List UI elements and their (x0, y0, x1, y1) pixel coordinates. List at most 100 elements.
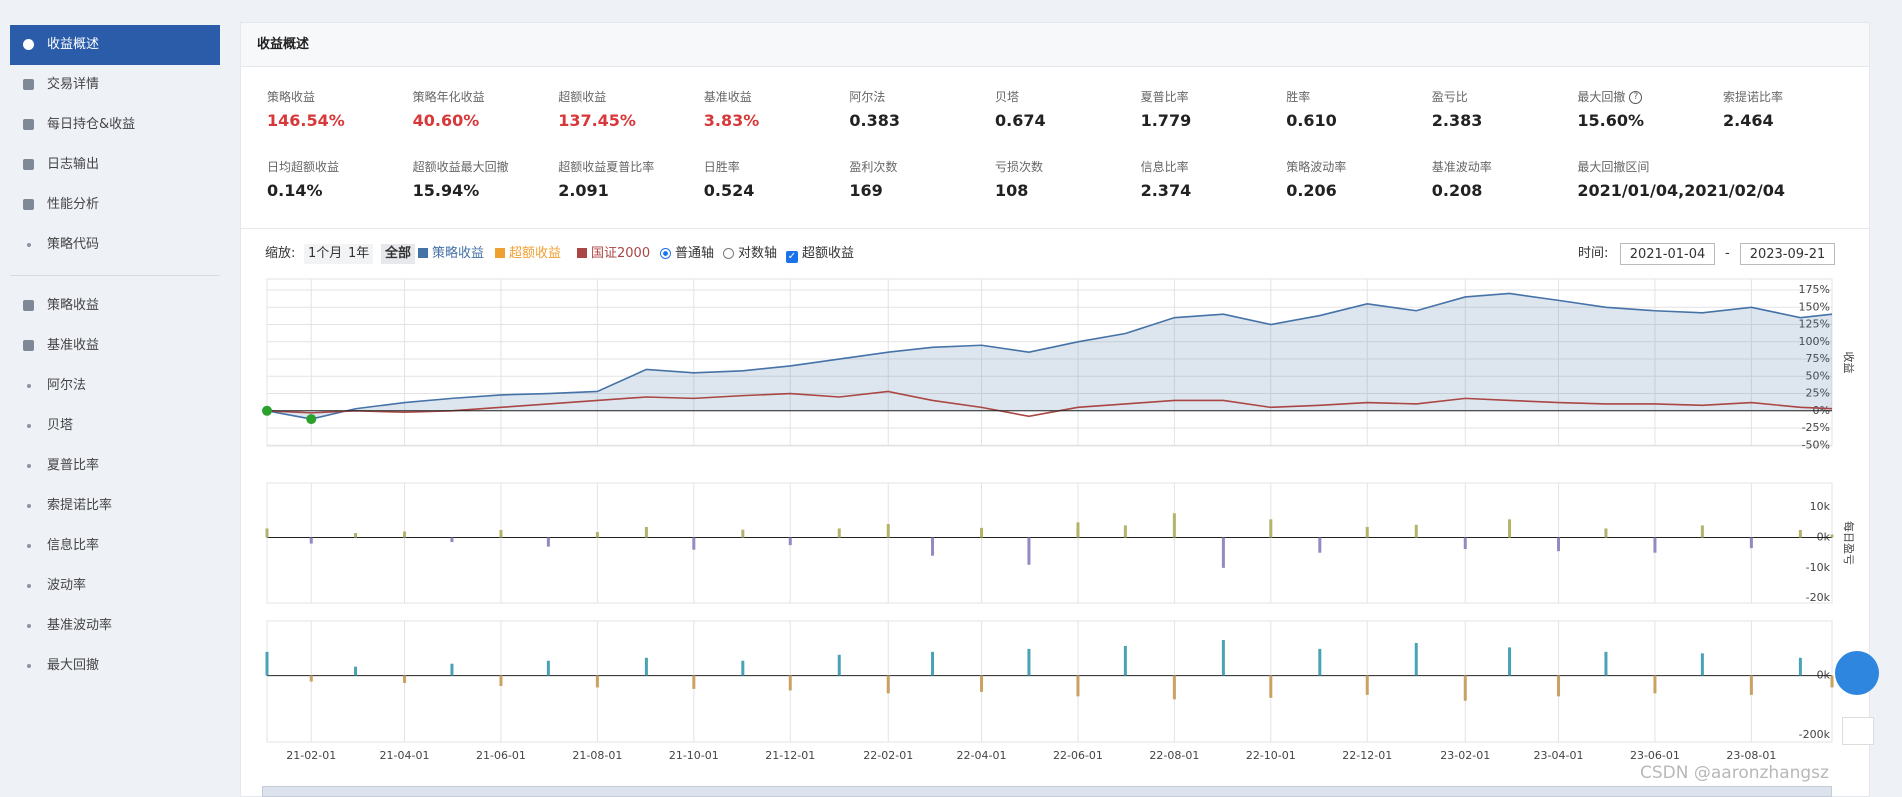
sidebar-item[interactable]: 策略代码 (10, 225, 220, 265)
metric-value: 0.383 (849, 111, 900, 130)
x-tick-label: 22-10-01 (1246, 749, 1296, 762)
sidebar-divider (10, 275, 220, 276)
sidebar-item[interactable]: 阿尔法 (10, 366, 220, 406)
sidebar-item[interactable]: 每日持仓&收益 (10, 105, 220, 145)
plot-area (266, 482, 1833, 604)
bar (1508, 647, 1512, 676)
bar (931, 537, 935, 556)
bar (1798, 657, 1802, 676)
help-icon: ? (1629, 91, 1643, 104)
item-text: 最大回撤 (47, 658, 100, 673)
bar (1221, 639, 1225, 676)
bar (788, 675, 792, 691)
sidebar-item[interactable]: 收益概述 (10, 25, 220, 65)
drawdown-point (262, 405, 272, 416)
bar (309, 675, 313, 682)
metric-label-text: 策略收益 (267, 90, 316, 104)
list-button[interactable] (1842, 717, 1874, 745)
bar (1365, 526, 1369, 538)
item-text: 策略代码 (47, 237, 100, 252)
metric-value: 137.45% (558, 111, 636, 130)
sidebar-item[interactable]: 基准收益 (10, 326, 220, 366)
y-tick-label: 100% (1799, 335, 1830, 348)
series-line (266, 390, 1833, 418)
metric-label: 基准波动率 (1432, 158, 1492, 175)
axis-radio[interactable]: 对数轴 (723, 244, 777, 264)
bar (1830, 534, 1834, 538)
sidebar-item[interactable]: 贝塔 (10, 406, 220, 446)
sidebar-item[interactable]: 波动率 (10, 566, 220, 606)
metric-label-text: 日均超额收益 (267, 160, 340, 174)
zoom-button[interactable]: 1年 (344, 244, 374, 264)
bar (1653, 675, 1657, 694)
item-text: 日志输出 (47, 157, 100, 172)
bar (309, 537, 313, 544)
metric-value: 2021/01/04,2021/02/04 (1577, 181, 1785, 200)
zoom-button[interactable]: 1个月 (304, 244, 347, 264)
metric-label-text: 阿尔法 (849, 90, 886, 104)
item-text: 波动率 (47, 578, 87, 593)
legend-item[interactable]: 超额收益 (495, 244, 561, 264)
bar (595, 532, 599, 538)
checkbox-text: 超额收益 (802, 246, 855, 261)
sidebar-item[interactable]: 策略收益 (10, 286, 220, 326)
sidebar: 收益概述 交易详情 每日持仓&收益日志输出性能分析策略代码策略收益基准收益 阿尔法 贝塔… (0, 0, 228, 797)
navigator-scrollbar[interactable] (262, 786, 1832, 797)
sidebar-item[interactable]: 交易详情 (10, 65, 220, 105)
item-icon (27, 504, 31, 508)
metric-value: 1.779 (1140, 111, 1192, 130)
assistant-button[interactable] (1835, 651, 1879, 695)
bar (546, 660, 550, 676)
x-tick-label: 21-02-01 (286, 749, 336, 762)
bar (1604, 528, 1608, 538)
legend-item[interactable]: 国证2000 (577, 244, 650, 264)
bar (354, 666, 358, 676)
end-date-input[interactable]: 2023-09-21 (1740, 243, 1835, 265)
bar (403, 531, 407, 538)
metric-label: 策略波动率 (1286, 158, 1346, 175)
bar (1508, 519, 1512, 538)
metric-value: 3.83% (703, 111, 760, 130)
metric-label: 超额收益夏普比率 (558, 158, 654, 175)
metric-label: 盈利次数 (849, 158, 897, 175)
zoom-button[interactable]: 全部 (381, 244, 416, 264)
bar (1557, 675, 1561, 697)
sidebar-item[interactable]: 最大回撤 (10, 646, 220, 686)
drawdown-point (306, 414, 317, 425)
item-icon (27, 544, 31, 548)
sidebar-item[interactable]: 夏普比率 (10, 446, 220, 486)
x-tick-label: 22-06-01 (1053, 749, 1103, 762)
metric-label-text: 超额收益 (558, 90, 607, 104)
item-icon (23, 79, 34, 90)
metric-label-text: 信息比率 (1140, 160, 1189, 174)
bar (265, 528, 269, 538)
metric-value: 15.94% (412, 181, 480, 200)
bar (837, 528, 841, 538)
y-tick-label: -10k (1806, 561, 1831, 574)
item-icon (23, 119, 34, 130)
sidebar-item[interactable]: 日志输出 (10, 145, 220, 185)
y-tick-label: -25% (1802, 421, 1830, 434)
item-icon (27, 464, 31, 468)
metric-label: 索提诺比率 (1723, 88, 1783, 105)
item-icon (23, 340, 34, 351)
item-text: 策略收益 (47, 298, 100, 313)
bar (1749, 537, 1753, 549)
legend-item[interactable]: 策略收益 (418, 244, 484, 264)
metric-label-text: 夏普比率 (1140, 90, 1189, 104)
axis-radio[interactable]: 普通轴 (660, 244, 714, 264)
item-icon (27, 384, 31, 388)
divider (241, 228, 1869, 229)
sidebar-item[interactable]: 性能分析 (10, 185, 220, 225)
x-tick-label: 21-10-01 (669, 749, 719, 762)
start-date-input[interactable]: 2021-01-04 (1620, 243, 1715, 265)
metric-value: 2.091 (558, 181, 609, 200)
sidebar-item[interactable]: 信息比率 (10, 526, 220, 566)
bar (1172, 513, 1176, 538)
sidebar-item[interactable]: 基准波动率 (10, 606, 220, 646)
plot-area (266, 620, 1833, 743)
x-tick-label: 23-06-01 (1630, 749, 1680, 762)
bar (1076, 522, 1080, 538)
sidebar-item[interactable]: 索提诺比率 (10, 486, 220, 526)
excess-checkbox[interactable]: ✓ 超额收益 (786, 244, 854, 264)
